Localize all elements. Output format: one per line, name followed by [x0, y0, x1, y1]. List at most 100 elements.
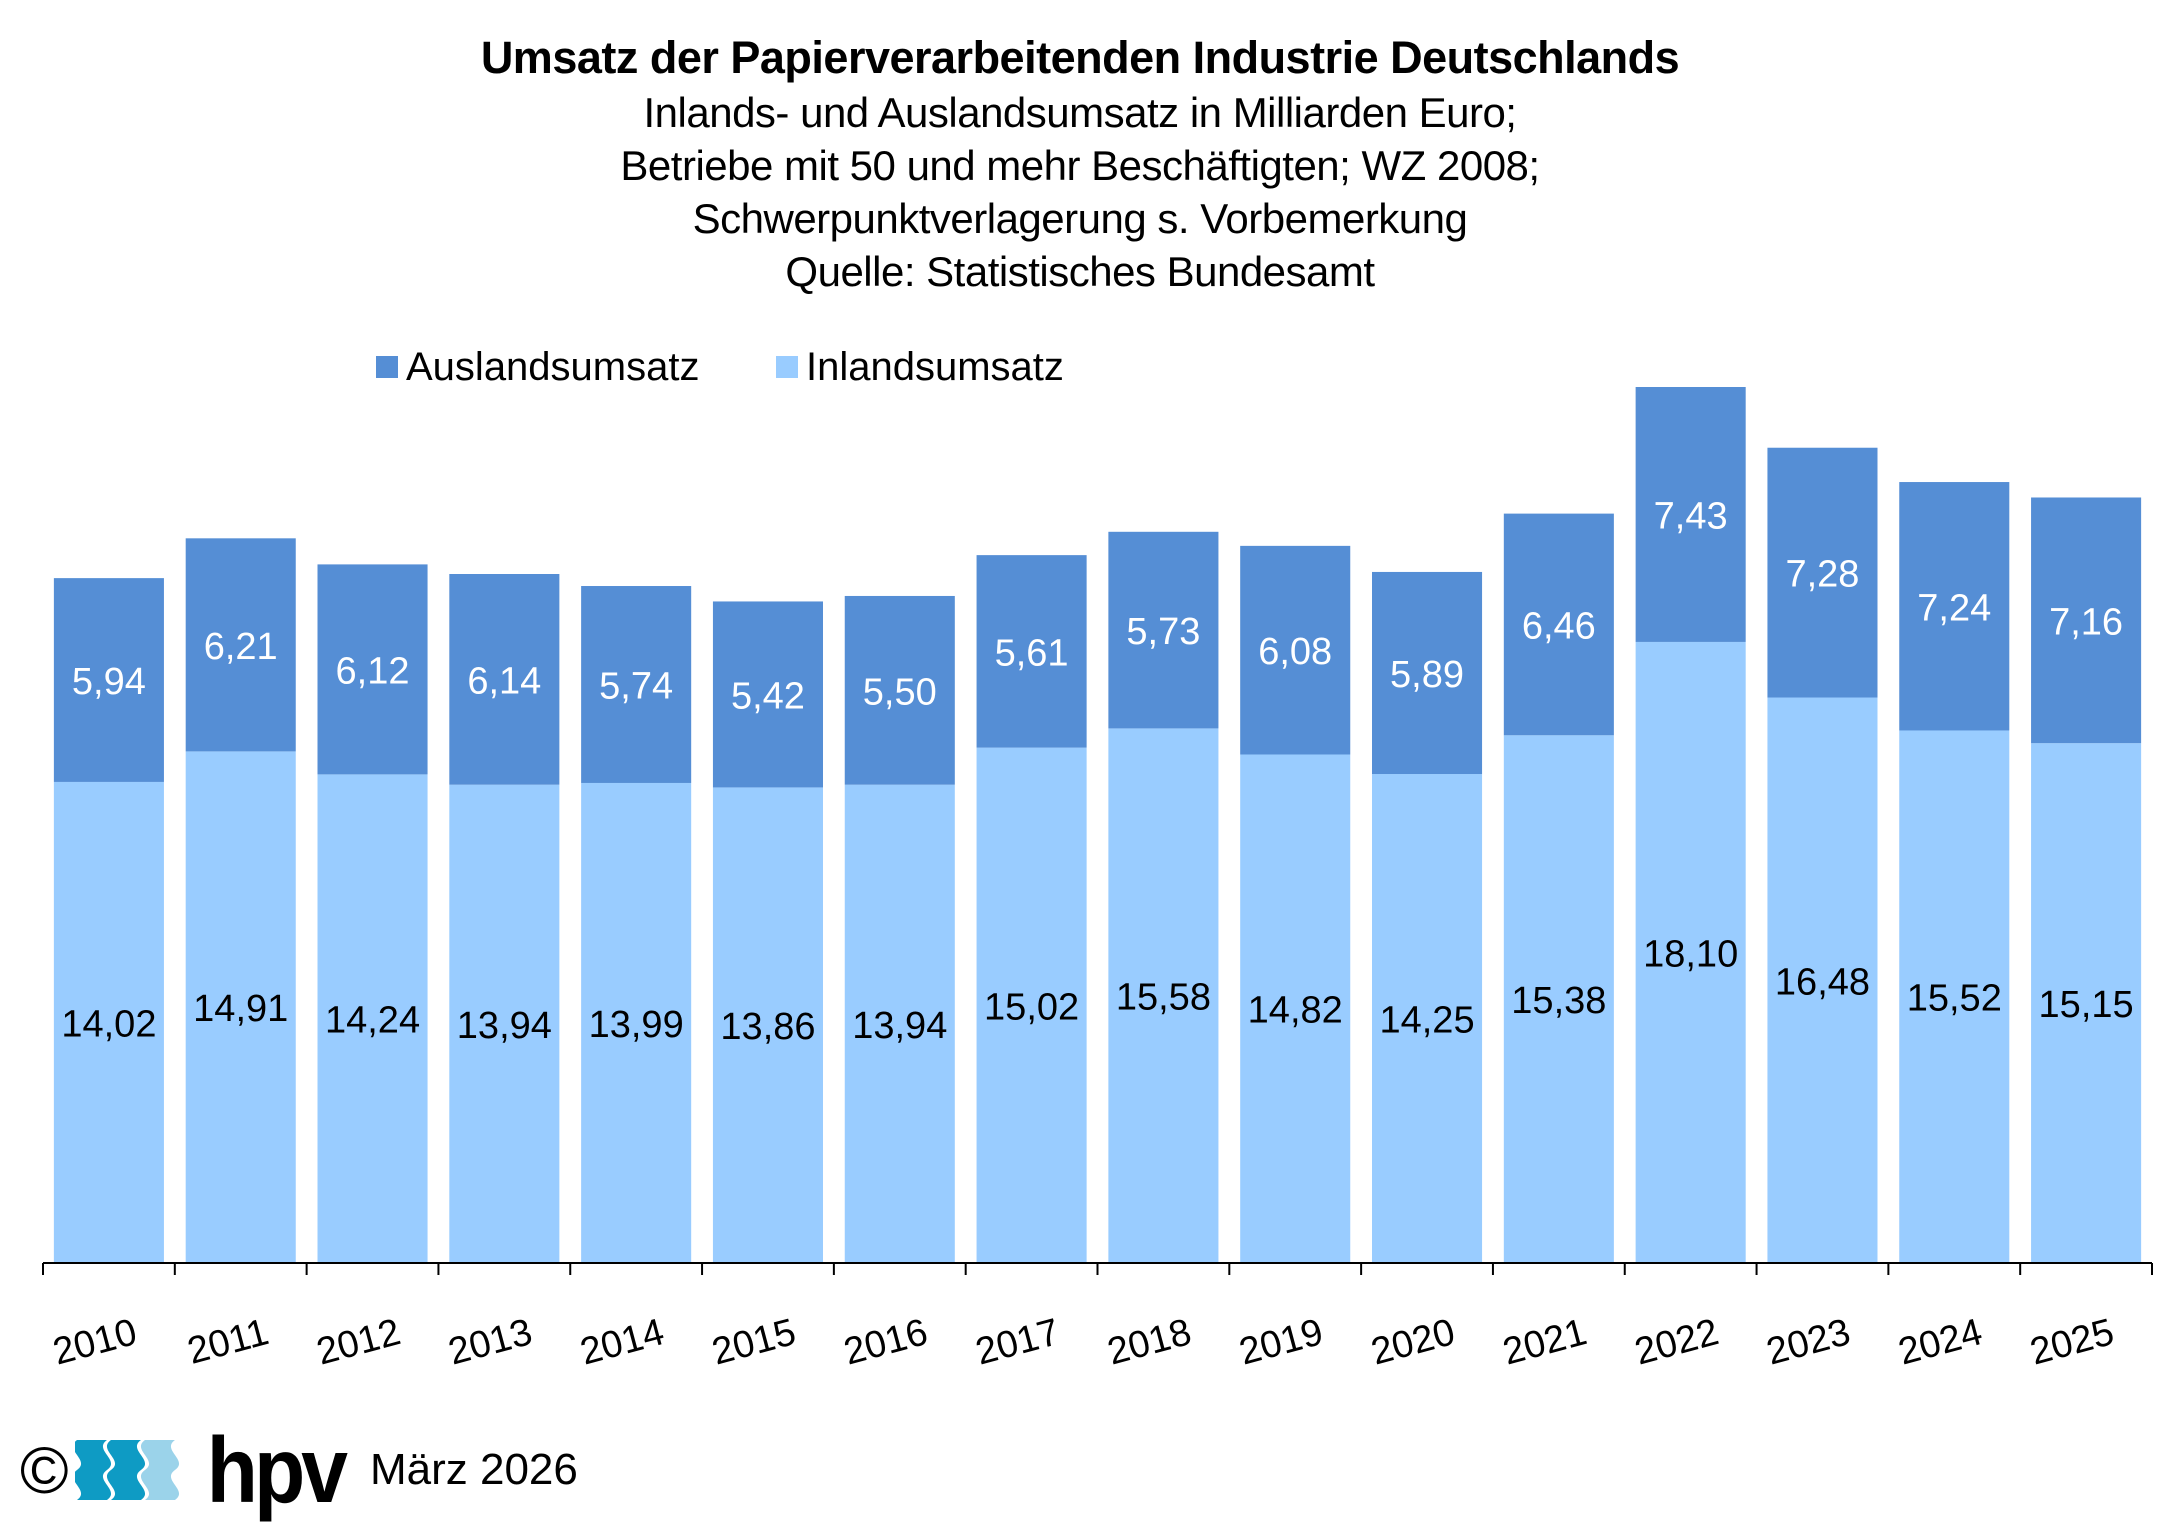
bar-auslandsumsatz-2020	[1371, 571, 1483, 775]
x-tick-label-2025: 2025	[2026, 1311, 2119, 1373]
label-inlandsumsatz-2024: 15,52	[1907, 978, 2002, 1020]
data-labels: 14,02 5,94 14,91 6,21 14,24 6,12 13,94 6,14 13,9…	[61, 495, 2133, 1048]
label-auslandsumsatz-2023: 7,28	[1785, 554, 1859, 596]
label-inlandsumsatz-2023: 16,48	[1775, 961, 1870, 1003]
x-tick-label-2019: 2019	[1235, 1311, 1328, 1373]
bar-auslandsumsatz-2022	[1635, 387, 1746, 642]
chart-subtitle-line-1: Inlands- und Auslandsumsatz in Milliarde…	[643, 89, 1517, 136]
bar-inlandsumsatz-2010	[53, 781, 164, 1263]
label-inlandsumsatz-2021: 15,38	[1511, 980, 1606, 1022]
chart-title: Umsatz der Papierverarbeitenden Industri…	[480, 32, 1680, 83]
x-tick-label-2023: 2023	[1762, 1311, 1855, 1373]
label-auslandsumsatz-2012: 6,12	[336, 650, 410, 692]
x-tick-label-2024: 2024	[1894, 1311, 1987, 1373]
bar-inlandsumsatz-2013	[449, 784, 560, 1263]
bars	[53, 387, 2142, 1263]
bar-inlandsumsatz-2025	[2031, 743, 2142, 1263]
label-inlandsumsatz-2015: 13,86	[720, 1006, 815, 1048]
x-tick-label-2020: 2020	[1367, 1311, 1460, 1373]
publication-date: März 2026	[369, 1445, 578, 1494]
label-inlandsumsatz-2019: 14,82	[1248, 990, 1343, 1032]
chart-titles: Umsatz der Papierverarbeitenden Industri…	[0, 30, 2160, 298]
label-inlandsumsatz-2017: 15,02	[984, 986, 1079, 1028]
label-inlandsumsatz-2011: 14,91	[193, 988, 288, 1030]
bar-auslandsumsatz-2016	[844, 595, 955, 785]
bar-auslandsumsatz-2024	[1899, 482, 2010, 731]
label-auslandsumsatz-2011: 6,21	[204, 626, 278, 668]
label-inlandsumsatz-2022: 18,10	[1643, 933, 1738, 975]
copyright-icon: ©	[20, 1433, 69, 1507]
label-auslandsumsatz-2017: 5,61	[995, 632, 1069, 674]
bar-auslandsumsatz-2014	[581, 586, 692, 783]
label-auslandsumsatz-2018: 5,73	[1126, 611, 1200, 653]
bar-inlandsumsatz-2023	[1767, 697, 1878, 1263]
bar-inlandsumsatz-2024	[1899, 730, 2010, 1263]
label-inlandsumsatz-2020: 14,25	[1379, 1000, 1474, 1042]
bar-auslandsumsatz-2017	[976, 555, 1087, 748]
bar-auslandsumsatz-2013	[449, 574, 560, 785]
label-auslandsumsatz-2020: 5,89	[1390, 654, 1464, 696]
label-inlandsumsatz-2012: 14,24	[325, 1000, 420, 1042]
bar-inlandsumsatz-2018	[1108, 728, 1219, 1263]
legend: Auslandsumsatz Inlandsumsatz	[376, 345, 1064, 389]
label-auslandsumsatz-2021: 6,46	[1522, 605, 1596, 647]
x-tick-label-2011: 2011	[183, 1311, 273, 1373]
label-auslandsumsatz-2019: 6,08	[1258, 631, 1332, 673]
legend-swatch-auslandsumsatz	[376, 356, 398, 378]
x-tick-label-2021: 2021	[1499, 1311, 1592, 1373]
bar-auslandsumsatz-2023	[1767, 447, 1878, 698]
x-tick-label-2015: 2015	[708, 1311, 801, 1373]
x-tick-label-2016: 2016	[840, 1311, 933, 1373]
label-inlandsumsatz-2013: 13,94	[457, 1005, 552, 1047]
legend-label-auslandsumsatz: Auslandsumsatz	[406, 345, 699, 389]
footer: © hpv März 2026	[20, 1418, 578, 1522]
bar-inlandsumsatz-2014	[581, 782, 692, 1263]
chart-subtitle-line-3: Schwerpunktverlagerung s. Vorbemerkung	[692, 195, 1468, 242]
label-auslandsumsatz-2022: 7,43	[1654, 495, 1728, 537]
legend-label-inlandsumsatz: Inlandsumsatz	[806, 345, 1064, 389]
x-tick-label-2022: 2022	[1630, 1311, 1723, 1373]
bar-inlandsumsatz-2020	[1371, 774, 1483, 1263]
hpv-logo-waves-icon	[74, 1440, 185, 1500]
hpv-logo-text: hpv	[206, 1418, 348, 1522]
x-axis: 2010 2011 2012 2013 2014 2015 2016 2017 2018 2019…	[42, 1262, 2153, 1374]
label-auslandsumsatz-2010: 5,94	[72, 661, 146, 703]
bar-inlandsumsatz-2019	[1240, 754, 1351, 1263]
label-inlandsumsatz-2016: 13,94	[852, 1005, 947, 1047]
bar-auslandsumsatz-2018	[1108, 531, 1219, 729]
label-auslandsumsatz-2015: 5,42	[731, 675, 805, 717]
chart-subtitle-line-2: Betriebe mit 50 und mehr Beschäftigten; …	[620, 142, 1540, 189]
label-inlandsumsatz-2014: 13,99	[589, 1004, 684, 1046]
label-auslandsumsatz-2016: 5,50	[863, 671, 937, 713]
label-inlandsumsatz-2010: 14,02	[61, 1003, 156, 1045]
label-auslandsumsatz-2014: 5,74	[599, 665, 673, 707]
bar-inlandsumsatz-2017	[976, 747, 1087, 1263]
bar-auslandsumsatz-2011	[185, 538, 296, 752]
bar-auslandsumsatz-2012	[317, 564, 428, 775]
label-auslandsumsatz-2025: 7,16	[2049, 601, 2123, 643]
x-tick-label-2010: 2010	[49, 1311, 142, 1373]
label-inlandsumsatz-2018: 15,58	[1116, 977, 1211, 1019]
bar-auslandsumsatz-2015	[712, 601, 824, 788]
bar-inlandsumsatz-2022	[1635, 641, 1746, 1263]
bar-inlandsumsatz-2016	[844, 784, 955, 1263]
x-tick-label-2018: 2018	[1103, 1311, 1196, 1373]
label-inlandsumsatz-2025: 15,15	[2039, 984, 2134, 1026]
bar-auslandsumsatz-2025	[2031, 497, 2142, 744]
chart-subtitle-line-4: Quelle: Statistisches Bundesamt	[785, 248, 1375, 295]
x-tick-label-2013: 2013	[444, 1311, 537, 1373]
x-tick-label-2017: 2017	[971, 1311, 1064, 1373]
bar-auslandsumsatz-2010	[53, 578, 164, 782]
bar-inlandsumsatz-2015	[712, 787, 824, 1263]
bar-auslandsumsatz-2021	[1503, 513, 1614, 736]
label-auslandsumsatz-2024: 7,24	[1917, 587, 1991, 629]
label-auslandsumsatz-2013: 6,14	[467, 660, 541, 702]
bar-inlandsumsatz-2011	[185, 751, 296, 1263]
bar-auslandsumsatz-2019	[1240, 545, 1351, 755]
bar-inlandsumsatz-2012	[317, 774, 428, 1263]
x-tick-label-2014: 2014	[576, 1311, 669, 1373]
bar-inlandsumsatz-2021	[1503, 735, 1614, 1263]
legend-swatch-inlandsumsatz	[776, 356, 798, 378]
x-tick-label-2012: 2012	[312, 1311, 405, 1373]
